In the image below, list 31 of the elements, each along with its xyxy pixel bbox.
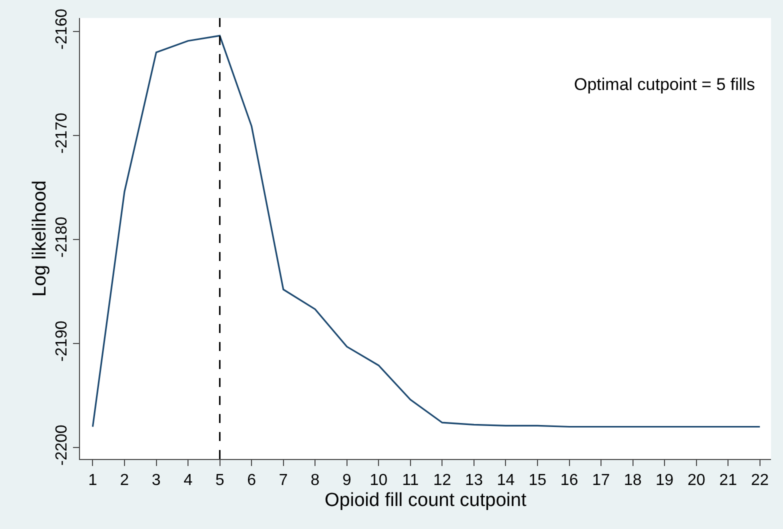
x-tick-label: 9 (342, 472, 352, 490)
annotation: Optimal cutpoint = 5 fills (574, 75, 755, 94)
x-tick-label: 3 (152, 472, 161, 490)
x-tick-label: 21 (719, 472, 738, 490)
x-tick-label: 19 (656, 472, 674, 490)
x-tick-label: 22 (750, 472, 769, 490)
x-axis-title: Opioid fill count cutpoint (324, 490, 528, 511)
y-tick-label: -2160 (54, 8, 71, 50)
x-tick-label: 6 (247, 472, 256, 490)
x-tick-label: 7 (278, 472, 288, 490)
x-tick-label: 2 (120, 472, 130, 490)
x-tick-label: 1 (88, 472, 98, 490)
x-tick-label: 5 (215, 472, 224, 490)
x-tick-label: 12 (433, 472, 452, 490)
x-tick-label: 20 (687, 472, 706, 490)
line-series (92, 34, 761, 428)
x-tick-label: 4 (184, 472, 193, 490)
x-tick-label: 14 (496, 472, 515, 490)
x-tick-label: 10 (370, 472, 388, 490)
x-tick-label: 8 (310, 472, 320, 490)
y-tick-label: -2170 (54, 112, 71, 154)
x-tick-label: 18 (624, 472, 642, 490)
x-tick-label: 15 (528, 472, 546, 490)
x-tick-label: 16 (560, 472, 578, 490)
y-axis-title: Log likelihood (29, 180, 50, 297)
x-tick-label: 11 (402, 472, 419, 490)
y-tick-label: -2200 (54, 424, 71, 466)
x-tick-label: 17 (592, 472, 610, 490)
y-tick-label: -2180 (54, 216, 71, 258)
x-tick-label: 13 (465, 472, 483, 490)
y-tick-label: -2190 (54, 320, 71, 362)
